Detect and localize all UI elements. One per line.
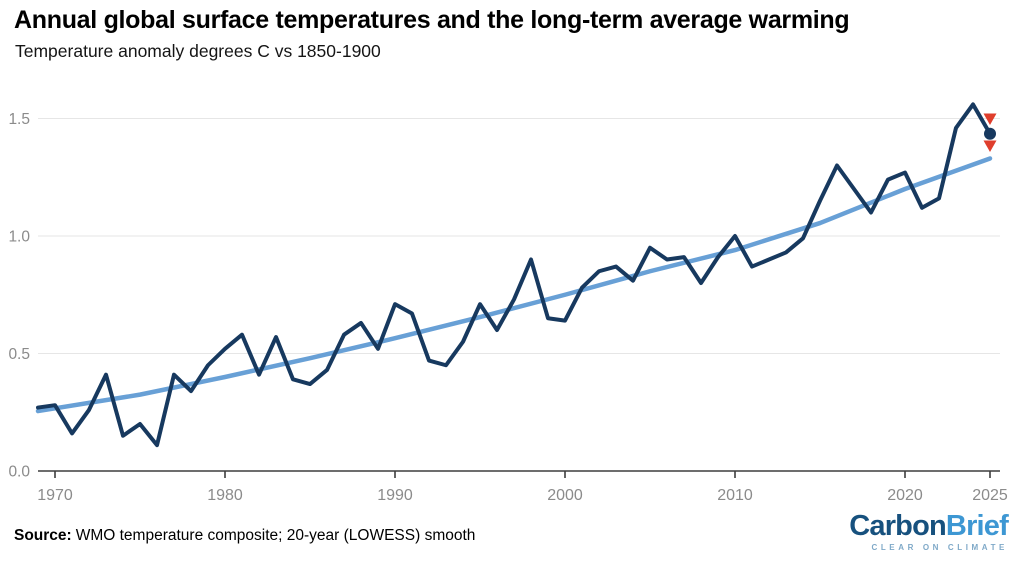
estimate-2025-lower-bound <box>983 140 997 153</box>
page-title: Annual global surface temperatures and t… <box>14 6 850 34</box>
annual-temperature-line <box>36 102 992 448</box>
x-axis-label: 1970 <box>37 487 73 504</box>
x-axis-label: 1990 <box>377 487 413 504</box>
x-axis-label: 2000 <box>547 487 583 504</box>
x-axis-label: 2010 <box>717 487 753 504</box>
x-axis-label: 2025 <box>972 487 1008 504</box>
y-axis-label: 0.0 <box>8 464 30 481</box>
logo-brief-text: Brief <box>945 510 1009 542</box>
lowess-smooth-line <box>35 156 993 414</box>
estimate-2025-upper-bound <box>983 113 997 125</box>
estimate-2025-central <box>984 127 996 140</box>
x-axis-label: 1980 <box>207 487 243 504</box>
page-subtitle: Temperature anomaly degrees C vs 1850-19… <box>15 41 381 61</box>
y-axis-label: 1.5 <box>8 111 30 128</box>
carbonbrief-logo: CarbonBrief CLEAR ON CLIMATE <box>849 510 1009 552</box>
x-axis-label: 2020 <box>887 487 923 504</box>
logo-tagline: CLEAR ON CLIMATE <box>871 543 1008 552</box>
y-axis-label: 1.0 <box>8 229 30 246</box>
carbonbrief-wordmark: CarbonBrief <box>849 510 1009 542</box>
source-label: Source: <box>14 527 72 544</box>
y-axis-label: 0.5 <box>8 346 30 363</box>
source-text: WMO temperature composite; 20-year (LOWE… <box>75 527 476 544</box>
source-line: Source: WMO temperature composite; 20-yea… <box>14 527 475 545</box>
logo-carbon-text: Carbon <box>849 510 947 542</box>
